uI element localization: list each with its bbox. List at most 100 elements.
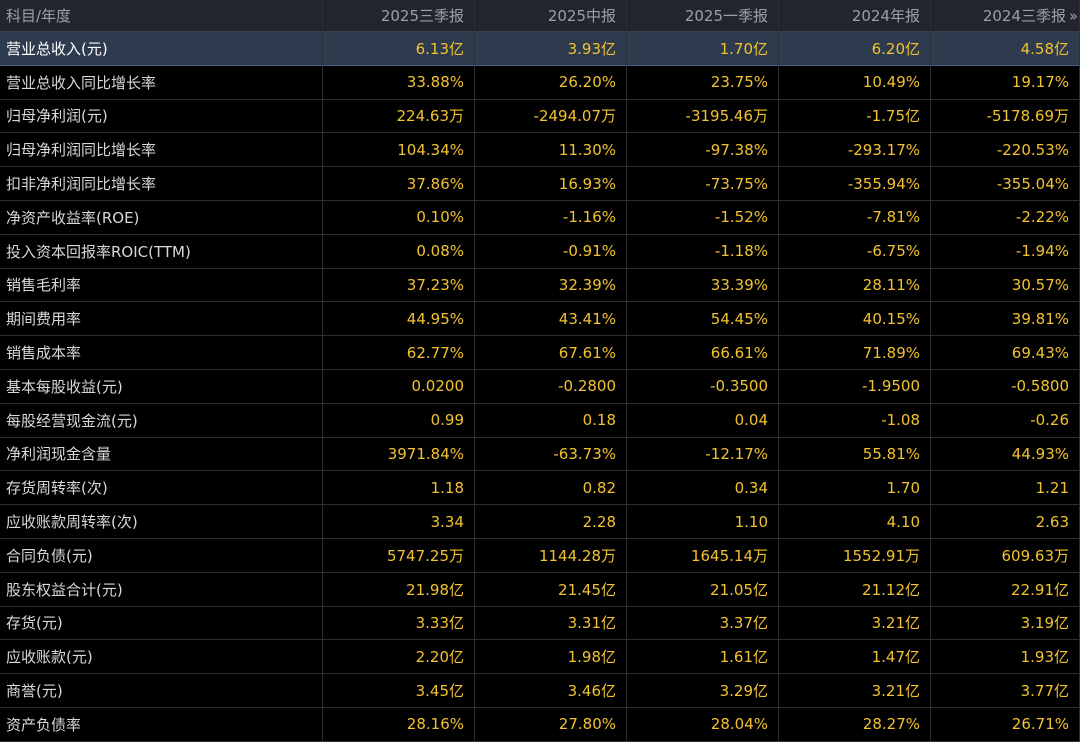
row-label: 营业总收入(元) — [0, 32, 323, 66]
value-cell: -293.17% — [779, 133, 931, 168]
value-cell: 3.46亿 — [475, 674, 627, 708]
value-cell: 2.20亿 — [323, 640, 475, 675]
value-cell: -6.75% — [779, 234, 931, 269]
row-label: 营业总收入同比增长率 — [0, 65, 323, 100]
value-cell: 1.70亿 — [627, 32, 779, 66]
value-cell: 3.29亿 — [627, 674, 779, 708]
value-cell: 1.70 — [779, 471, 931, 506]
value-cell: 3.37亿 — [627, 606, 779, 641]
value-cell: 1.18 — [323, 471, 475, 506]
header-subject: 科目/年度 — [0, 0, 323, 32]
value-cell: 28.04% — [627, 707, 779, 742]
header-col-2[interactable]: 2025一季报 — [627, 0, 779, 32]
row-label: 销售成本率 — [0, 336, 323, 370]
value-cell: 3.93亿 — [475, 32, 627, 66]
value-cell: 3.19亿 — [931, 606, 1080, 641]
header-col-0[interactable]: 2025三季报 — [323, 0, 475, 32]
value-cell: 1.10 — [627, 505, 779, 539]
row-label: 商誉(元) — [0, 674, 323, 708]
value-cell: 54.45% — [627, 302, 779, 337]
row-label: 合同负债(元) — [0, 538, 323, 573]
value-cell: 609.63万 — [931, 538, 1080, 573]
row-label: 归母净利润(元) — [0, 99, 323, 134]
value-cell: 62.77% — [323, 336, 475, 370]
row-label: 存货(元) — [0, 606, 323, 641]
value-cell: 32.39% — [475, 268, 627, 303]
value-cell: -2.22% — [931, 200, 1080, 235]
value-cell: -220.53% — [931, 133, 1080, 168]
value-cell: 1645.14万 — [627, 538, 779, 573]
value-cell: 1.98亿 — [475, 640, 627, 675]
value-cell: -355.04% — [931, 167, 1080, 201]
row-label: 净利润现金含量 — [0, 437, 323, 472]
row-label: 基本每股收益(元) — [0, 369, 323, 404]
header-col-4[interactable]: 2024三季报 ›› — [931, 0, 1080, 32]
value-cell: 44.95% — [323, 302, 475, 337]
value-cell: -1.75亿 — [779, 99, 931, 134]
value-cell: 39.81% — [931, 302, 1080, 337]
value-cell: 30.57% — [931, 268, 1080, 303]
value-cell: 28.27% — [779, 707, 931, 742]
value-cell: -3195.46万 — [627, 99, 779, 134]
value-cell: -1.16% — [475, 200, 627, 235]
value-cell: 104.34% — [323, 133, 475, 168]
value-cell: -355.94% — [779, 167, 931, 201]
value-cell: 6.13亿 — [323, 32, 475, 66]
header-col-4-label: 2024三季报 — [982, 7, 1066, 25]
value-cell: 3.31亿 — [475, 606, 627, 641]
value-cell: 10.49% — [779, 65, 931, 100]
value-cell: -97.38% — [627, 133, 779, 168]
value-cell: -73.75% — [627, 167, 779, 201]
row-label: 应收账款(元) — [0, 640, 323, 675]
value-cell: 23.75% — [627, 65, 779, 100]
row-label: 净资产收益率(ROE) — [0, 200, 323, 235]
row-label: 资产负债率 — [0, 707, 323, 742]
value-cell: -1.94% — [931, 234, 1080, 269]
value-cell: 22.91亿 — [931, 572, 1080, 607]
row-label: 每股经营现金流(元) — [0, 403, 323, 438]
value-cell: -1.08 — [779, 403, 931, 438]
value-cell: 0.34 — [627, 471, 779, 506]
value-cell: 3.33亿 — [323, 606, 475, 641]
value-cell: 0.18 — [475, 403, 627, 438]
value-cell: -0.26 — [931, 403, 1080, 438]
row-label: 股东权益合计(元) — [0, 572, 323, 607]
value-cell: -1.18% — [627, 234, 779, 269]
header-col-1[interactable]: 2025中报 — [475, 0, 627, 32]
value-cell: 67.61% — [475, 336, 627, 370]
value-cell: 28.16% — [323, 707, 475, 742]
value-cell: 3.21亿 — [779, 606, 931, 641]
value-cell: -0.3500 — [627, 369, 779, 404]
double-chevron-right-icon[interactable]: ›› — [1069, 6, 1078, 25]
row-label: 应收账款周转率(次) — [0, 505, 323, 539]
value-cell: 3971.84% — [323, 437, 475, 472]
header-col-3[interactable]: 2024年报 — [779, 0, 931, 32]
value-cell: 44.93% — [931, 437, 1080, 472]
value-cell: -2494.07万 — [475, 99, 627, 134]
value-cell: 4.58亿 — [931, 32, 1080, 66]
value-cell: -1.52% — [627, 200, 779, 235]
value-cell: 71.89% — [779, 336, 931, 370]
value-cell: 4.10 — [779, 505, 931, 539]
value-cell: -0.91% — [475, 234, 627, 269]
value-cell: 1144.28万 — [475, 538, 627, 573]
value-cell: 26.71% — [931, 707, 1080, 742]
value-cell: 3.77亿 — [931, 674, 1080, 708]
value-cell: 21.98亿 — [323, 572, 475, 607]
value-cell: 3.21亿 — [779, 674, 931, 708]
value-cell: 37.86% — [323, 167, 475, 201]
value-cell: 26.20% — [475, 65, 627, 100]
value-cell: 1.93亿 — [931, 640, 1080, 675]
value-cell: 2.28 — [475, 505, 627, 539]
value-cell: 40.15% — [779, 302, 931, 337]
value-cell: 19.17% — [931, 65, 1080, 100]
value-cell: -63.73% — [475, 437, 627, 472]
value-cell: 21.05亿 — [627, 572, 779, 607]
value-cell: 43.41% — [475, 302, 627, 337]
value-cell: 0.82 — [475, 471, 627, 506]
row-label: 扣非净利润同比增长率 — [0, 167, 323, 201]
row-label: 存货周转率(次) — [0, 471, 323, 506]
value-cell: 0.04 — [627, 403, 779, 438]
value-cell: -0.5800 — [931, 369, 1080, 404]
